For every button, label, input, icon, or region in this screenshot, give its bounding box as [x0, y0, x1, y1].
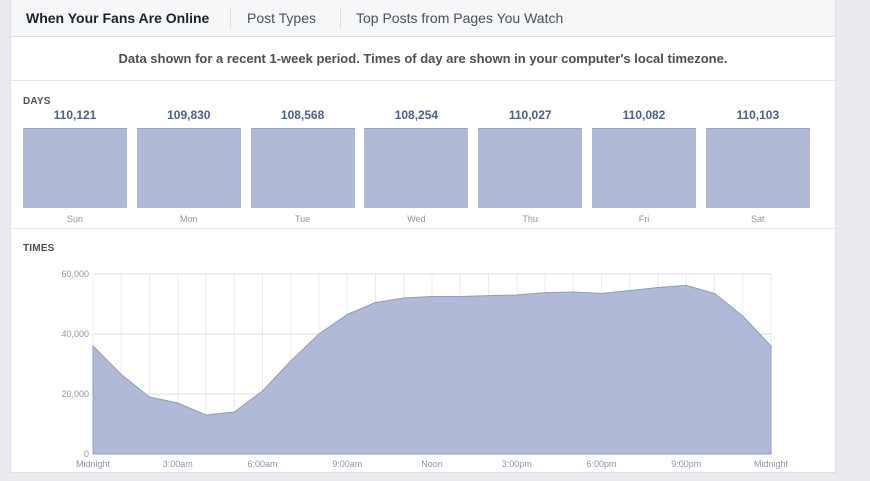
- y-tick-label: 20,000: [61, 389, 89, 399]
- day-bar[interactable]: [364, 128, 469, 208]
- section-divider: [11, 228, 835, 229]
- day-value: 110,103: [736, 108, 780, 122]
- day-label: Thu: [522, 214, 538, 224]
- tab-bar: When Your Fans Are Online Post Types Top…: [11, 0, 835, 37]
- day-value: 110,027: [508, 108, 552, 122]
- x-tick-label: Midnight: [76, 459, 111, 469]
- day-label: Fri: [638, 214, 650, 224]
- tab-when-fans-online[interactable]: When Your Fans Are Online: [26, 10, 210, 26]
- y-tick-label: 60,000: [61, 269, 89, 279]
- x-tick-label: 3:00am: [163, 459, 193, 469]
- x-tick-label: 9:00pm: [671, 459, 701, 469]
- area-series: [92, 284, 772, 455]
- tab-post-types[interactable]: Post Types: [247, 10, 317, 26]
- tab-divider: [340, 8, 341, 29]
- tab-top-posts-pages-you-watch[interactable]: Top Posts from Pages You Watch: [356, 10, 564, 26]
- times-area-chart: 0 20,000 40,000 60,000 Midnight 3:00am 6:00am 9…: [61, 269, 789, 469]
- times-section-label: TIMES: [23, 243, 55, 254]
- insights-panel: When Your Fans Are Online Post Types Top…: [10, 0, 836, 473]
- day-bar[interactable]: [478, 128, 583, 208]
- day-value: 109,830: [167, 108, 211, 122]
- day-label: Sat: [751, 214, 765, 224]
- x-tick-label: 3:00pm: [502, 459, 532, 469]
- day-value: 108,254: [394, 108, 439, 122]
- day-bar[interactable]: [592, 128, 696, 208]
- x-tick-label: 6:00am: [247, 459, 277, 469]
- timezone-notice: Data shown for a recent 1-week period. T…: [11, 37, 835, 81]
- days-section-label: DAYS: [23, 96, 51, 107]
- day-value: 110,121: [53, 108, 97, 122]
- day-value: 108,568: [280, 108, 325, 122]
- day-bar[interactable]: [136, 128, 241, 208]
- x-tick-label: Midnight: [754, 459, 789, 469]
- day-bar[interactable]: [23, 128, 127, 208]
- x-tick-label: 9:00am: [332, 459, 362, 469]
- day-label: Wed: [407, 214, 426, 224]
- day-label: Tue: [295, 214, 311, 224]
- day-label: Mon: [180, 214, 198, 224]
- x-tick-label: 6:00pm: [586, 459, 616, 469]
- y-tick-label: 40,000: [61, 329, 89, 339]
- y-tick-label: 0: [84, 449, 89, 459]
- day-value: 110,082: [622, 108, 666, 122]
- day-bar[interactable]: [250, 128, 355, 208]
- day-bar[interactable]: [705, 128, 810, 208]
- day-label: Sun: [66, 214, 83, 224]
- tab-divider: [230, 8, 231, 29]
- x-tick-label: Noon: [421, 459, 443, 469]
